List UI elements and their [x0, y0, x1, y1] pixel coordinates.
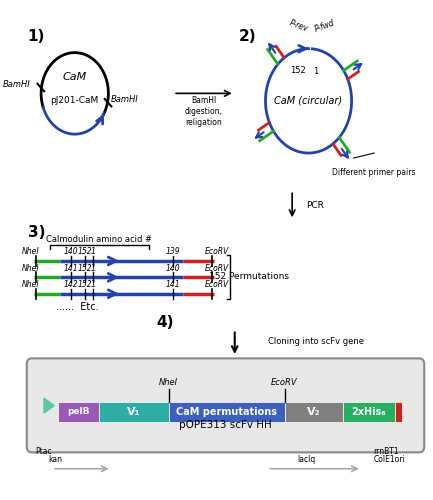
Text: kan: kan — [48, 456, 62, 464]
FancyBboxPatch shape — [395, 402, 402, 421]
Text: 141: 141 — [63, 264, 78, 273]
Polygon shape — [44, 398, 54, 413]
Text: 1: 1 — [91, 248, 96, 256]
Text: BamHI
digestion,
religation: BamHI digestion, religation — [185, 96, 223, 127]
Text: CaM (circular): CaM (circular) — [275, 96, 343, 106]
FancyBboxPatch shape — [284, 402, 343, 421]
Text: 142: 142 — [63, 280, 78, 289]
Text: Ptac: Ptac — [36, 447, 52, 456]
Text: PCR: PCR — [307, 200, 324, 210]
Text: BamHI: BamHI — [110, 95, 138, 104]
Text: pelB: pelB — [68, 407, 90, 416]
Text: 152: 152 — [78, 264, 92, 273]
FancyBboxPatch shape — [58, 402, 99, 421]
Text: 152: 152 — [291, 66, 306, 76]
Text: NheI: NheI — [159, 378, 178, 388]
Text: Different primer pairs: Different primer pairs — [332, 168, 415, 177]
Text: EcoRV: EcoRV — [205, 264, 229, 273]
Text: ......  Etc.: ...... Etc. — [56, 302, 99, 312]
Text: NheI: NheI — [22, 280, 40, 289]
Text: ColE1ori: ColE1ori — [373, 456, 405, 464]
FancyBboxPatch shape — [99, 402, 168, 421]
FancyBboxPatch shape — [27, 358, 424, 452]
Text: 1: 1 — [91, 280, 96, 289]
Text: V₁: V₁ — [127, 406, 140, 416]
Text: CaM permutations: CaM permutations — [176, 406, 277, 416]
Text: EcoRV: EcoRV — [271, 378, 298, 388]
Text: pJ201-CaM: pJ201-CaM — [51, 96, 99, 106]
Text: 141: 141 — [166, 280, 181, 289]
Text: 2xHis₆: 2xHis₆ — [351, 406, 386, 416]
Text: lacIq: lacIq — [297, 456, 316, 464]
Text: rrnBT1: rrnBT1 — [373, 447, 399, 456]
Text: 4): 4) — [157, 314, 174, 330]
Text: 140: 140 — [63, 248, 78, 256]
Text: NheI: NheI — [22, 248, 40, 256]
Text: 152 Permutations: 152 Permutations — [209, 272, 289, 281]
Text: P-rev: P-rev — [288, 18, 309, 34]
Text: 140: 140 — [166, 264, 181, 273]
Text: NheI: NheI — [22, 264, 40, 273]
Text: Cloning into scFv gene: Cloning into scFv gene — [268, 338, 364, 346]
Text: 2): 2) — [239, 28, 256, 44]
Text: EcoRV: EcoRV — [205, 280, 229, 289]
Text: 1: 1 — [313, 68, 319, 76]
FancyBboxPatch shape — [168, 402, 284, 421]
Text: BamHI: BamHI — [3, 80, 31, 89]
Text: V₂: V₂ — [307, 406, 320, 416]
Text: 3): 3) — [28, 225, 45, 240]
Text: 152: 152 — [78, 248, 92, 256]
Text: 139: 139 — [166, 248, 181, 256]
Text: 1: 1 — [91, 264, 96, 273]
Text: 1): 1) — [28, 28, 45, 44]
Text: P-fwd: P-fwd — [313, 18, 336, 34]
Text: EcoRV: EcoRV — [205, 248, 229, 256]
FancyBboxPatch shape — [343, 402, 395, 421]
Text: 152: 152 — [78, 280, 92, 289]
Text: Calmodulin amino acid #: Calmodulin amino acid # — [46, 234, 152, 244]
Text: CaM: CaM — [63, 72, 87, 83]
Text: pOPE313 scFv HH: pOPE313 scFv HH — [179, 420, 272, 430]
